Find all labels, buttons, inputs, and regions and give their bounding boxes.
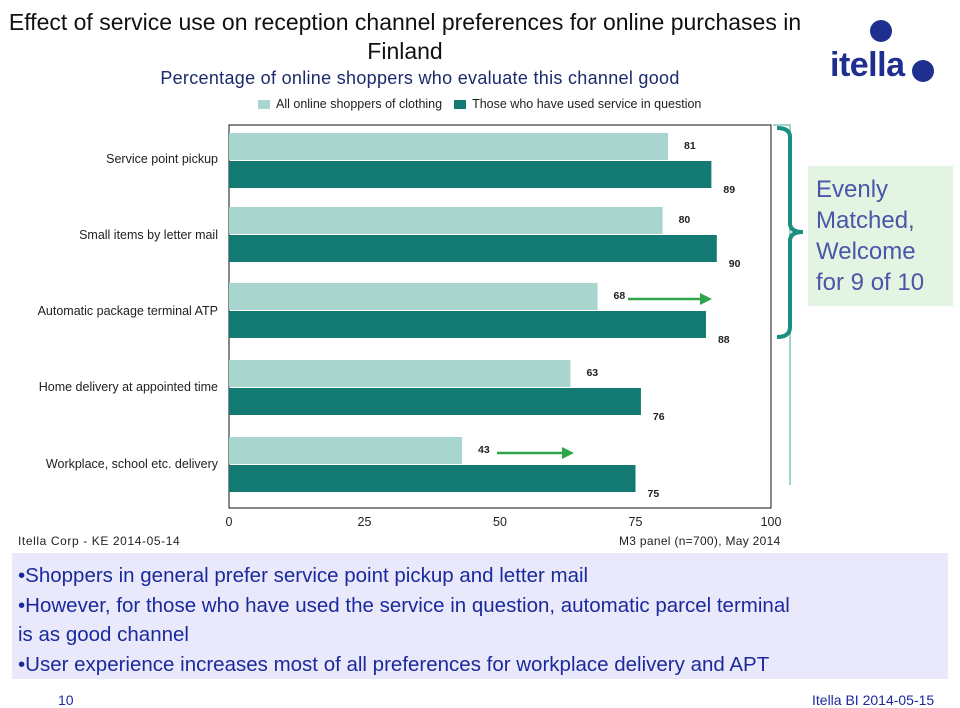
data-label: 63	[586, 367, 598, 379]
category-label: Home delivery at appointed time	[39, 380, 218, 394]
bullet-line: •However, for those who have used the se…	[18, 593, 790, 617]
bar-dark	[229, 235, 717, 262]
bullet-line: •User experience increases most of all p…	[18, 652, 770, 676]
bar-light	[229, 437, 463, 464]
bar-light	[229, 360, 571, 387]
chart-subtitle: Percentage of online shoppers who evalua…	[160, 68, 680, 88]
page-label: Itella BI 2014-05-15	[812, 692, 935, 708]
legend-item-light: All online shoppers of clothing	[258, 97, 442, 111]
callout-line: Matched,	[816, 207, 915, 234]
summary-bullets: •Shoppers in general prefer service poin…	[12, 553, 948, 679]
x-tick-label: 100	[761, 515, 782, 529]
bullet-line: •Shoppers in general prefer service poin…	[18, 564, 589, 587]
bar-dark	[229, 465, 636, 492]
itella-logo: itella	[830, 46, 905, 84]
footer-source-left: Itella Corp - KE 2014-05-14	[18, 534, 181, 548]
bar-light	[229, 283, 598, 310]
chart-title: Effect of service use on reception chann…	[8, 9, 802, 64]
arrow-icon	[700, 293, 712, 305]
legend-label-dark: Those who have used service in question	[472, 97, 702, 111]
footer-source-right: M3 panel (n=700), May 2014	[619, 534, 781, 548]
data-label: 90	[729, 258, 741, 270]
callout-line: Welcome	[816, 238, 916, 265]
x-tick-label: 75	[629, 515, 643, 529]
legend-label-light: All online shoppers of clothing	[276, 97, 443, 111]
legend-item-dark: Those who have used service in question	[454, 97, 701, 111]
data-label: 89	[723, 184, 735, 196]
callout-line: Evenly	[816, 176, 889, 203]
arrow-icon	[562, 447, 574, 459]
bar-dark	[229, 311, 706, 338]
category-label: Automatic package terminal ATP	[38, 304, 218, 318]
category-label: Small items by letter mail	[79, 228, 218, 242]
page-number: 10	[58, 692, 74, 708]
data-label: 68	[614, 290, 626, 302]
x-tick-label: 25	[358, 515, 372, 529]
curly-bracket	[776, 126, 804, 339]
bar-light	[229, 207, 663, 234]
data-label: 81	[684, 140, 696, 152]
bar-dark	[229, 161, 712, 188]
data-label: 88	[718, 334, 730, 346]
callout-line: for 9 of 10	[816, 269, 925, 296]
data-label: 76	[653, 411, 665, 423]
callout-box: Evenly Matched, Welcome for 9 of 10	[808, 166, 953, 306]
legend: All online shoppers of clothing Those wh…	[258, 97, 713, 111]
legend-swatch-dark	[454, 99, 467, 109]
bullet-line: is as good channel	[18, 623, 189, 646]
data-label: 80	[679, 214, 691, 226]
bar-chart: 81 89 Service point pickup 80 90 Small items …	[38, 124, 804, 529]
x-tick-label: 50	[493, 515, 507, 529]
legend-swatch-light	[258, 99, 270, 109]
bar-light	[229, 133, 669, 160]
bar-dark	[229, 388, 641, 415]
x-tick-label: 0	[226, 515, 233, 529]
category-label: Workplace, school etc. delivery	[46, 457, 219, 471]
bracket-outline	[773, 124, 791, 485]
logo-dot-end-icon	[912, 60, 934, 82]
data-label: 75	[648, 488, 660, 500]
data-label: 43	[478, 444, 490, 456]
category-label: Service point pickup	[106, 152, 218, 166]
logo-dot-icon	[870, 20, 892, 42]
